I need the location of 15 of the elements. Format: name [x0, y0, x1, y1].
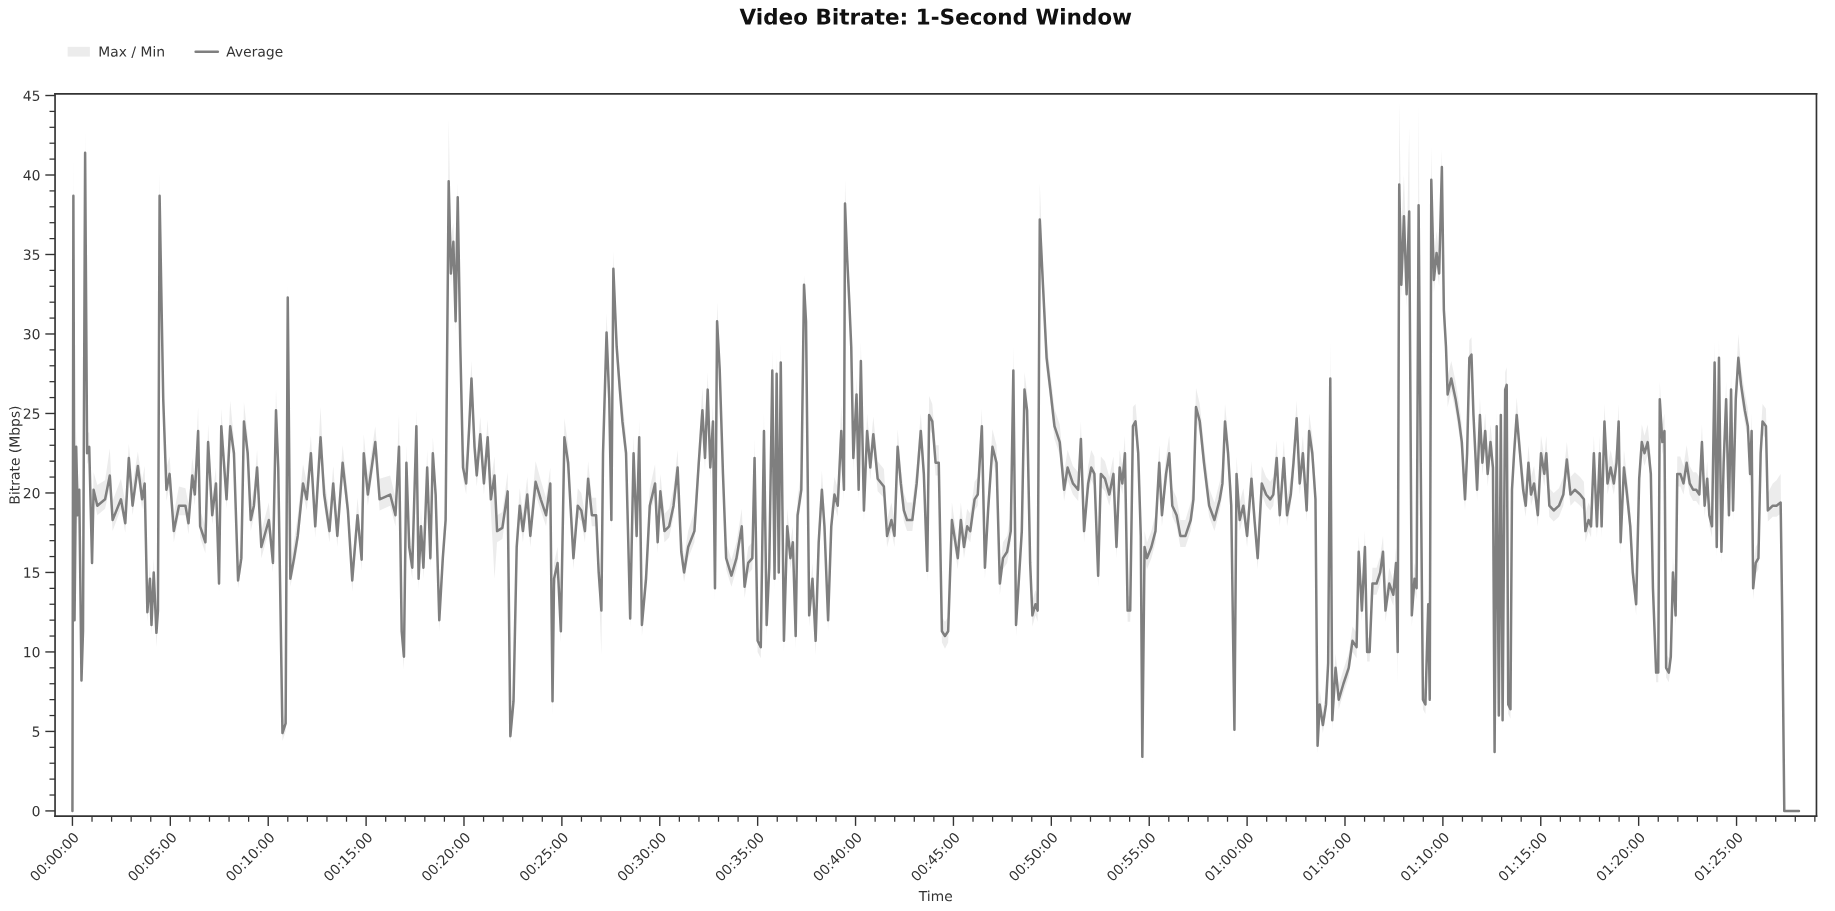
text: Max / Min	[99, 46, 164, 58]
y-tick-label: 45	[23, 90, 40, 101]
legend-label: Average	[226, 46, 283, 60]
y-tick-label: 15	[24, 567, 40, 578]
y-tick-label: 5	[32, 726, 40, 737]
x-axis-title: Time	[918, 890, 953, 902]
y-tick-label: 10	[24, 646, 40, 658]
y-tick-label: 30	[23, 328, 40, 340]
y-tick-label: 20	[23, 487, 40, 499]
y-axis-title: Bitrate (Mbps)	[9, 406, 23, 504]
y-tick-label: 25	[23, 408, 40, 419]
y-tick-label: 40	[23, 169, 40, 181]
chart-title: Video Bitrate: 1-Second Window	[739, 8, 1132, 25]
y-tick-label: 0	[32, 805, 40, 817]
y-tick-label: 35	[23, 249, 40, 260]
